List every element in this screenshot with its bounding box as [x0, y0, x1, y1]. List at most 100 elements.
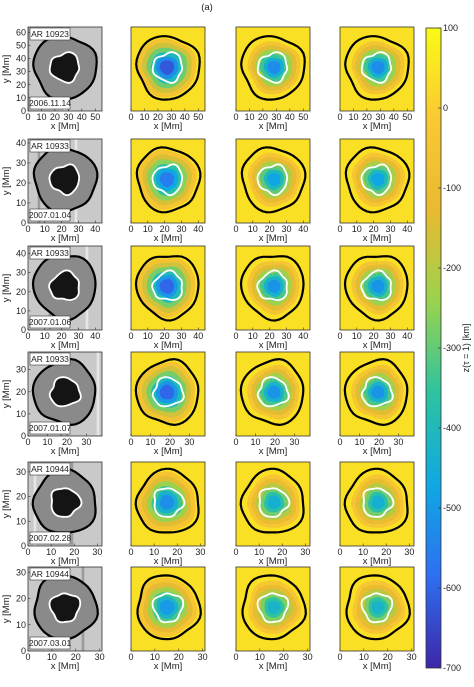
panel-frame: [27, 138, 103, 224]
x-tick-label: 10: [143, 224, 153, 234]
x-tick-label: 0: [337, 652, 342, 662]
depth-level: [371, 385, 385, 399]
granule: [96, 358, 100, 362]
noise-streak: [379, 78, 384, 94]
x-tick-label: 20: [165, 437, 175, 447]
x-axis-label: x [Mm]: [259, 661, 288, 672]
panel-r6-c4: 0 10 20 30 x [Mm]: [337, 566, 417, 672]
penumbra-boundary-contour: [32, 146, 99, 214]
x-tick-label: 10: [143, 331, 153, 341]
panel-frame: [339, 351, 415, 437]
y-axis-label: y [Mm]: [1, 380, 12, 409]
panel-image: [236, 246, 310, 330]
granule: [96, 418, 100, 422]
panel-r1-c4: 0 10 20 30 40 50 x [Mm]: [337, 26, 415, 132]
granule: [33, 483, 37, 487]
granule: [85, 323, 89, 327]
panel-image: [236, 462, 310, 546]
x-tick-label: 20: [160, 224, 170, 234]
x-tick-label: 10: [36, 112, 46, 122]
penumbra-boundary-contour: [241, 574, 307, 641]
x-axis-label: x [Mm]: [259, 340, 288, 351]
colorbar-tick-label: -100: [443, 183, 461, 193]
granule: [33, 519, 37, 523]
noise-streak: [269, 152, 272, 168]
x-tick-label: 10: [46, 547, 56, 557]
date-label: 2007.01.07: [29, 423, 72, 433]
noise-streak: [381, 261, 389, 276]
panel-frame: [235, 245, 311, 331]
x-tick-label: 20: [69, 547, 79, 557]
colorbar-tick-label: -500: [443, 503, 461, 513]
x-axis: 0 10 20 30 40 x [Mm]: [25, 220, 100, 244]
noise-streak: [249, 72, 264, 80]
x-axis: 0 10 20 30 x [Mm]: [25, 543, 102, 567]
noise-streak: [383, 616, 393, 630]
x-tick-label: 30: [73, 331, 83, 341]
x-tick-label: 10: [139, 112, 149, 122]
granule: [96, 432, 100, 436]
granule: [96, 424, 100, 428]
x-tick-label: 0: [128, 331, 133, 341]
noise-streak: [354, 593, 368, 602]
granule: [96, 430, 100, 434]
x-axis-label: x [Mm]: [259, 121, 288, 132]
colorbar-tick-label: -700: [443, 663, 461, 673]
granule: [81, 567, 85, 570]
panel-frame: [339, 566, 415, 652]
x-tick-label: 20: [277, 547, 287, 557]
granule: [96, 372, 100, 376]
panel-r3-c2: 0 10 20 30 40 x [Mm]: [128, 245, 206, 351]
panel-frame: [27, 351, 103, 437]
x-axis: 0 10 20 30 40 x [Mm]: [128, 327, 203, 351]
x-tick-label: 0: [25, 224, 30, 234]
panel-r4-c2: 0 10 20 30x [Mm]: [128, 351, 206, 457]
y-tick-label: 60: [16, 27, 26, 37]
x-tick-label: 20: [369, 331, 379, 341]
granule: [96, 402, 100, 406]
x-tick-label: 0: [25, 437, 30, 447]
granule: [70, 540, 74, 544]
noise-streak: [283, 596, 298, 604]
panel-image: [340, 352, 414, 436]
umbra: [49, 52, 80, 83]
x-axis-label: x [Mm]: [51, 340, 80, 351]
y-tick-label: 10: [16, 306, 26, 316]
x-tick-label: 30: [385, 224, 395, 234]
y-axis-label: y [Mm]: [1, 167, 12, 196]
granule: [70, 464, 74, 468]
y-tick-label: 30: [16, 365, 26, 375]
umbra-boundary-contour: [48, 163, 81, 196]
umbra-boundary-contour: [153, 487, 186, 518]
penumbra-boundary-contour: [240, 146, 307, 214]
x-tick-label: 40: [389, 112, 399, 122]
umbra: [49, 377, 81, 407]
umbra-boundary-contour: [258, 487, 291, 518]
granule: [96, 378, 100, 382]
panel-frame: [339, 245, 415, 331]
x-tick-label: 0: [25, 652, 30, 662]
y-tick-label: 0: [21, 541, 26, 551]
umbra-boundary-contour: [362, 487, 395, 518]
depth-level: [159, 384, 174, 400]
noise-streak: [251, 398, 264, 408]
penumbra-boundary-contour: [31, 467, 97, 534]
panel-frame: [339, 138, 415, 224]
granule: [96, 374, 100, 378]
noise-streak: [249, 491, 263, 498]
x-tick-label: 10: [348, 112, 358, 122]
panel-r5-c1: 0 10 20 30 x [Mm] 0 10 20 30 y [Mm] AR 10944 2007.0…: [1, 461, 103, 567]
granule: [81, 646, 85, 650]
panel-image: [340, 27, 414, 111]
noise-streak: [363, 402, 372, 416]
x-tick-label: 0: [25, 112, 30, 122]
panel-image: [340, 139, 414, 223]
panel-frame: [27, 461, 103, 547]
granule: [85, 317, 89, 321]
x-axis: 0 10 20 30 x [Mm]: [128, 648, 208, 672]
noise-streak: [356, 293, 369, 304]
y-axis: 0 10 20 30 40 50 60 y [Mm]: [1, 27, 31, 116]
panel-r2-c3: 0 10 20 30 40 x [Mm]: [233, 138, 311, 244]
x-tick-label: 30: [300, 547, 310, 557]
granule: [74, 211, 78, 215]
